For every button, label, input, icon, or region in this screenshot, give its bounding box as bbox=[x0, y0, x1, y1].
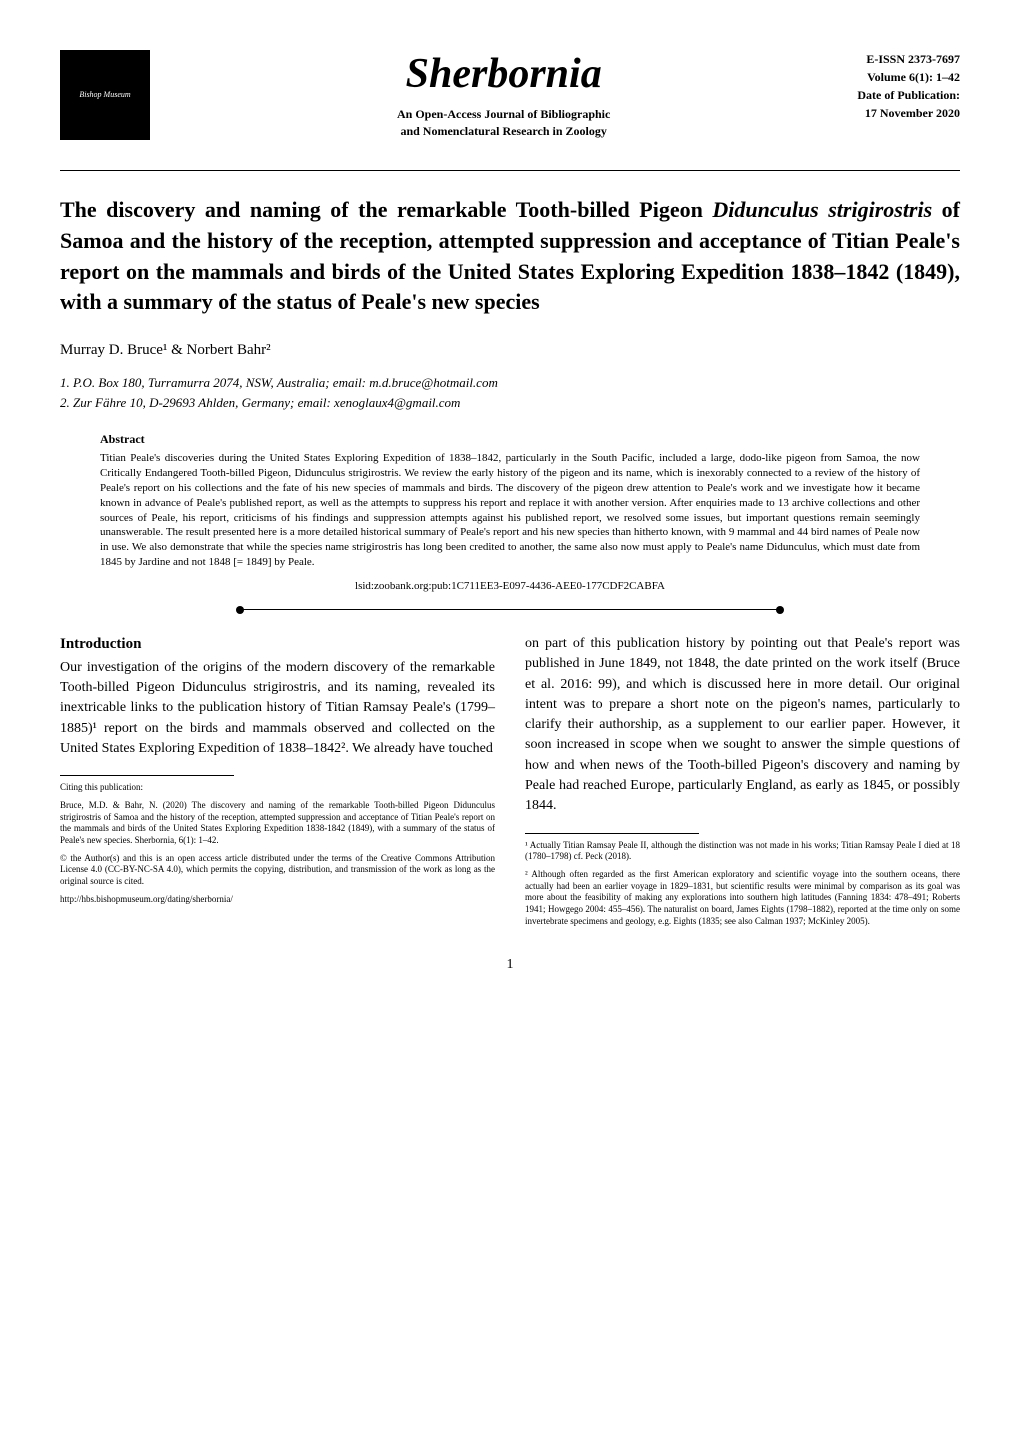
lsid: lsid:zoobank.org:pub:1C711EE3-E097-4436-… bbox=[100, 580, 920, 592]
citing-text: Bruce, M.D. & Bahr, N. (2020) The discov… bbox=[60, 800, 495, 847]
header-divider bbox=[60, 170, 960, 171]
abstract-heading: Abstract bbox=[100, 432, 920, 447]
eissn: E-ISSN 2373-7697 bbox=[857, 50, 960, 68]
journal-title-block: Sherbornia An Open-Access Journal of Bib… bbox=[150, 50, 857, 140]
publication-info: E-ISSN 2373-7697 Volume 6(1): 1–42 Date … bbox=[857, 50, 960, 122]
intro-paragraph-right: on part of this publication history by p… bbox=[525, 634, 960, 817]
authors: Murray D. Bruce¹ & Norbert Bahr² bbox=[60, 342, 960, 359]
journal-subtitle-line2: and Nomenclatural Research in Zoology bbox=[170, 123, 837, 140]
decorative-divider bbox=[240, 606, 780, 614]
pub-date: 17 November 2020 bbox=[857, 104, 960, 122]
footnote-1: ¹ Actually Titian Ramsay Peale II, altho… bbox=[525, 840, 960, 863]
body-columns: Introduction Our investigation of the or… bbox=[60, 634, 960, 933]
journal-subtitle-line1: An Open-Access Journal of Bibliographic bbox=[170, 106, 837, 123]
page-header: Bishop Museum Sherbornia An Open-Access … bbox=[60, 50, 960, 140]
journal-logo: Bishop Museum bbox=[60, 50, 150, 140]
affiliation-2: 2. Zur Fähre 10, D-29693 Ahlden, Germany… bbox=[60, 393, 960, 413]
abstract-text: Titian Peale's discoveries during the Un… bbox=[100, 451, 920, 570]
page-number: 1 bbox=[60, 957, 960, 973]
url: http://hbs.bishopmuseum.org/dating/sherb… bbox=[60, 894, 495, 906]
journal-title: Sherbornia bbox=[170, 50, 837, 98]
title-text-part1: The discovery and naming of the remarkab… bbox=[60, 197, 712, 222]
title-species-name: Didunculus strigirostris bbox=[712, 197, 932, 222]
right-column: on part of this publication history by p… bbox=[525, 634, 960, 933]
intro-paragraph-left: Our investigation of the origins of the … bbox=[60, 658, 495, 759]
footnote-divider-left bbox=[60, 775, 234, 776]
footnote-2: ² Although often regarded as the first A… bbox=[525, 869, 960, 927]
footnote-divider-right bbox=[525, 833, 699, 834]
affiliations: 1. P.O. Box 180, Turramurra 2074, NSW, A… bbox=[60, 373, 960, 412]
pub-date-label: Date of Publication: bbox=[857, 86, 960, 104]
logo-text: Bishop Museum bbox=[79, 91, 130, 100]
introduction-heading: Introduction bbox=[60, 634, 495, 656]
abstract-block: Abstract Titian Peale's discoveries duri… bbox=[100, 432, 920, 592]
volume-info: Volume 6(1): 1–42 bbox=[857, 68, 960, 86]
article-title: The discovery and naming of the remarkab… bbox=[60, 195, 960, 318]
affiliation-1: 1. P.O. Box 180, Turramurra 2074, NSW, A… bbox=[60, 373, 960, 393]
left-column: Introduction Our investigation of the or… bbox=[60, 634, 495, 933]
citing-heading: Citing this publication: bbox=[60, 782, 495, 794]
license-text: © the Author(s) and this is an open acce… bbox=[60, 853, 495, 888]
